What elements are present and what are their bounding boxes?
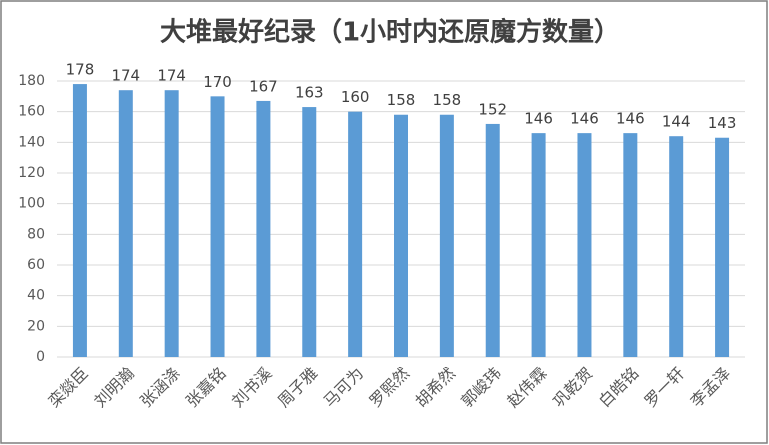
y-tick-label: 0 <box>36 349 45 365</box>
data-label: 146 <box>570 110 599 128</box>
data-label: 158 <box>433 91 462 109</box>
bar <box>669 136 684 357</box>
data-label: 152 <box>478 100 507 118</box>
bar <box>302 107 317 357</box>
bar <box>531 133 546 357</box>
y-tick-label: 160 <box>18 104 45 120</box>
bar <box>485 123 500 357</box>
y-tick-label: 60 <box>27 257 45 273</box>
y-tick-label: 80 <box>27 226 45 242</box>
data-label: 160 <box>341 88 370 106</box>
bar <box>577 133 592 357</box>
bar <box>439 114 454 357</box>
bar <box>164 90 179 357</box>
data-label: 146 <box>616 110 645 128</box>
y-tick-label: 180 <box>18 73 45 89</box>
data-label: 144 <box>662 113 691 131</box>
y-tick-label: 20 <box>27 318 45 334</box>
data-label: 174 <box>111 67 140 85</box>
data-label: 146 <box>524 110 553 128</box>
bar <box>715 137 730 357</box>
chart-title: 大堆最好纪录（1小时内还原魔方数量） <box>160 17 620 48</box>
bar <box>394 114 408 357</box>
bar <box>256 100 271 357</box>
y-tick-label: 120 <box>18 165 45 181</box>
data-label: 143 <box>708 114 737 132</box>
y-tick-label: 140 <box>18 134 45 150</box>
data-label: 158 <box>387 91 416 109</box>
data-label: 178 <box>66 61 95 79</box>
data-label: 163 <box>295 84 324 102</box>
bar <box>210 96 225 357</box>
bar <box>72 84 87 358</box>
y-tick-label: 40 <box>27 288 45 304</box>
data-label: 170 <box>203 73 232 91</box>
bar <box>348 111 363 358</box>
data-label: 167 <box>249 77 278 95</box>
bar <box>623 133 638 357</box>
bar <box>118 90 133 357</box>
y-tick-label: 100 <box>18 196 45 212</box>
data-label: 174 <box>157 67 186 85</box>
